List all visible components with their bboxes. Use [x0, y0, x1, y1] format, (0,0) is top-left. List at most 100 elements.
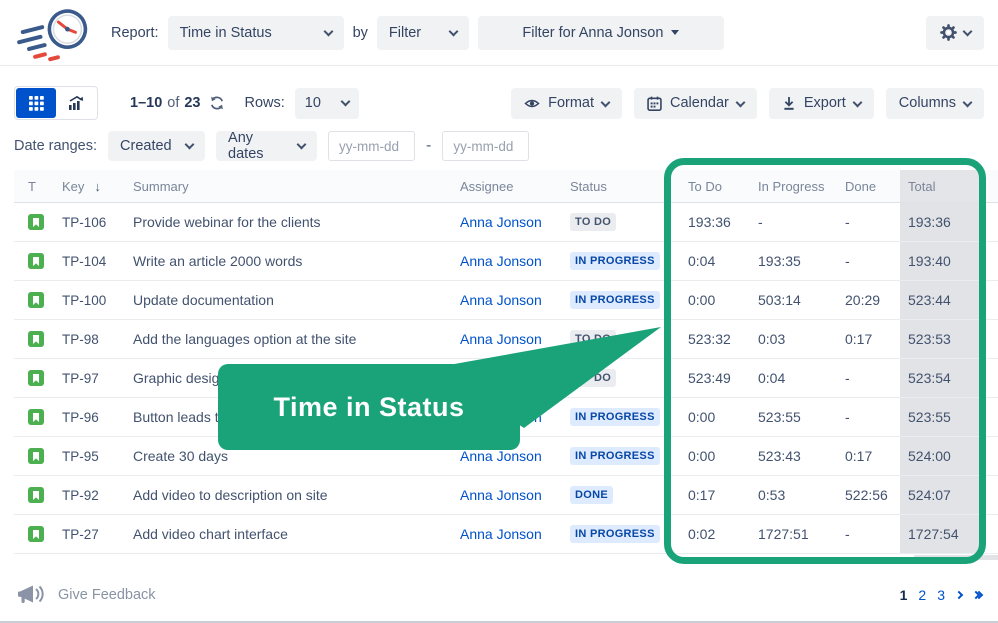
todo-time: 0:04: [688, 253, 716, 269]
assignee-cell: Anna Jonson: [460, 320, 570, 358]
status-cell: IN PROGRESS: [570, 398, 688, 436]
chevron-down-icon: [600, 97, 611, 107]
status-badge: IN PROGRESS: [570, 407, 660, 427]
pagination-range: 1–10 of 23: [130, 95, 225, 111]
columns-button[interactable]: Columns: [885, 87, 984, 119]
table-row[interactable]: TP-27 Add video chart interface Anna Jonso…: [14, 515, 998, 554]
in-progress-time: 503:14: [758, 292, 801, 308]
date-preset-value: Any dates: [228, 130, 264, 162]
story-icon: [28, 448, 44, 464]
range-count: 23: [184, 95, 201, 111]
chevron-down-icon: [852, 97, 863, 107]
give-feedback-label: Give Feedback: [58, 587, 156, 603]
format-button[interactable]: Format: [511, 87, 623, 119]
done-time: -: [845, 409, 850, 425]
next-page-button[interactable]: [954, 590, 964, 600]
chevron-down-icon: [448, 26, 459, 36]
filter-name-select[interactable]: Filter for Anna Jonson: [477, 15, 724, 50]
story-icon: [28, 526, 44, 542]
col-header-status[interactable]: Status: [570, 178, 607, 194]
issue-key: TP-104: [62, 253, 107, 269]
calendar-button[interactable]: Calendar: [634, 87, 757, 119]
status-badge: TO DO: [570, 329, 617, 349]
table-view-button[interactable]: [16, 88, 56, 118]
filter-type-select[interactable]: Filter: [376, 15, 469, 50]
status-badge: TO DO: [570, 212, 617, 232]
total-time: 523:44: [900, 281, 984, 319]
refresh-button[interactable]: [209, 95, 225, 111]
chevron-right-icon: [954, 590, 964, 600]
done-time: -: [845, 214, 850, 230]
done-time: 0:17: [845, 448, 873, 464]
col-header-summary[interactable]: Summary: [133, 178, 189, 194]
issue-key: TP-96: [62, 409, 99, 425]
table-row[interactable]: TP-104 Write an article 2000 words Anna Jo…: [14, 242, 998, 281]
chevron-down-icon: [184, 139, 195, 150]
chart-view-button[interactable]: [56, 88, 96, 118]
filter-name-value: Filter for Anna Jonson: [522, 24, 664, 41]
assignee-link[interactable]: Anna Jonson: [460, 214, 542, 230]
chevron-down-icon: [296, 139, 307, 150]
total-time: 524:07: [900, 476, 984, 514]
col-header-in-progress[interactable]: In Progress: [758, 178, 825, 194]
col-header-type[interactable]: T: [28, 178, 36, 194]
page-link[interactable]: 2: [918, 587, 927, 603]
in-progress-time: 0:04: [758, 370, 786, 386]
col-header-key[interactable]: Key ↓: [62, 178, 101, 194]
status-cell: IN PROGRESS: [570, 437, 688, 475]
table-row[interactable]: TP-98 Add the languages option at the sit…: [14, 320, 998, 359]
issue-key: TP-95: [62, 448, 99, 464]
story-icon: [28, 409, 44, 425]
eye-icon: [524, 99, 540, 107]
issue-type-cell: [14, 476, 62, 514]
col-header-assignee[interactable]: Assignee: [460, 178, 514, 194]
issue-summary: Button leads t: [133, 409, 219, 425]
assignee-link[interactable]: Anna Jonson: [460, 253, 542, 269]
issue-summary: Update documentation: [133, 292, 274, 308]
story-icon: [28, 253, 44, 269]
assignee-link[interactable]: Anna Jonson: [460, 526, 542, 542]
chevron-down-icon: [962, 26, 972, 36]
table-header-row: T Key ↓ Summary Assignee Status To Do In…: [14, 170, 998, 203]
table-row[interactable]: TP-100 Update documentation Anna Jonson IN …: [14, 281, 998, 320]
assignee-link[interactable]: Anna Jonson: [460, 448, 542, 464]
range-from-to: 1–10: [130, 95, 163, 111]
give-feedback-button[interactable]: Give Feedback: [16, 582, 156, 608]
done-time: -: [845, 370, 850, 386]
table-row[interactable]: TP-95 Create 30 days Anna Jonson IN PROGRES…: [14, 437, 998, 476]
col-header-total[interactable]: Total: [900, 170, 984, 202]
columns-label: Columns: [898, 95, 956, 111]
rows-per-page-select[interactable]: 10: [294, 87, 359, 119]
status-badge: IN PROGRESS: [570, 446, 660, 466]
issue-summary: Add video chart interface: [133, 526, 288, 542]
status-badge: IN PROGRESS: [570, 290, 660, 310]
date-preset-select[interactable]: Any dates: [216, 130, 318, 162]
last-page-button[interactable]: [971, 590, 984, 600]
date-field-select[interactable]: Created: [108, 131, 206, 161]
page-link[interactable]: 3: [937, 587, 945, 603]
export-button[interactable]: Export: [768, 87, 874, 119]
in-progress-time: 0:53: [758, 487, 786, 503]
story-icon: [28, 292, 44, 308]
callout-time-in-status: Time in Status: [218, 364, 520, 450]
format-label: Format: [548, 95, 595, 111]
date-from-input[interactable]: [328, 131, 416, 161]
assignee-link[interactable]: Anna Jonson: [460, 487, 542, 503]
assignee-link[interactable]: Anna Jonson: [460, 331, 542, 347]
table-row[interactable]: TP-92 Add video to description on site Ann…: [14, 476, 998, 515]
issue-type-cell: [14, 437, 62, 475]
report-type-select[interactable]: Time in Status: [167, 15, 344, 50]
date-to-input[interactable]: [442, 131, 530, 161]
assignee-link[interactable]: Anna Jonson: [460, 292, 542, 308]
app-logo-clock-icon: [17, 8, 88, 61]
col-header-todo[interactable]: To Do: [688, 178, 722, 194]
rows-per-page-value: 10: [304, 95, 321, 111]
settings-button[interactable]: [926, 15, 984, 50]
status-badge: TO DO: [570, 368, 617, 388]
col-header-done[interactable]: Done: [845, 178, 877, 194]
todo-time: 0:00: [688, 448, 716, 464]
table-row[interactable]: TP-106 Provide webinar for the clients Ann…: [14, 203, 998, 242]
issue-key: TP-27: [62, 526, 99, 542]
